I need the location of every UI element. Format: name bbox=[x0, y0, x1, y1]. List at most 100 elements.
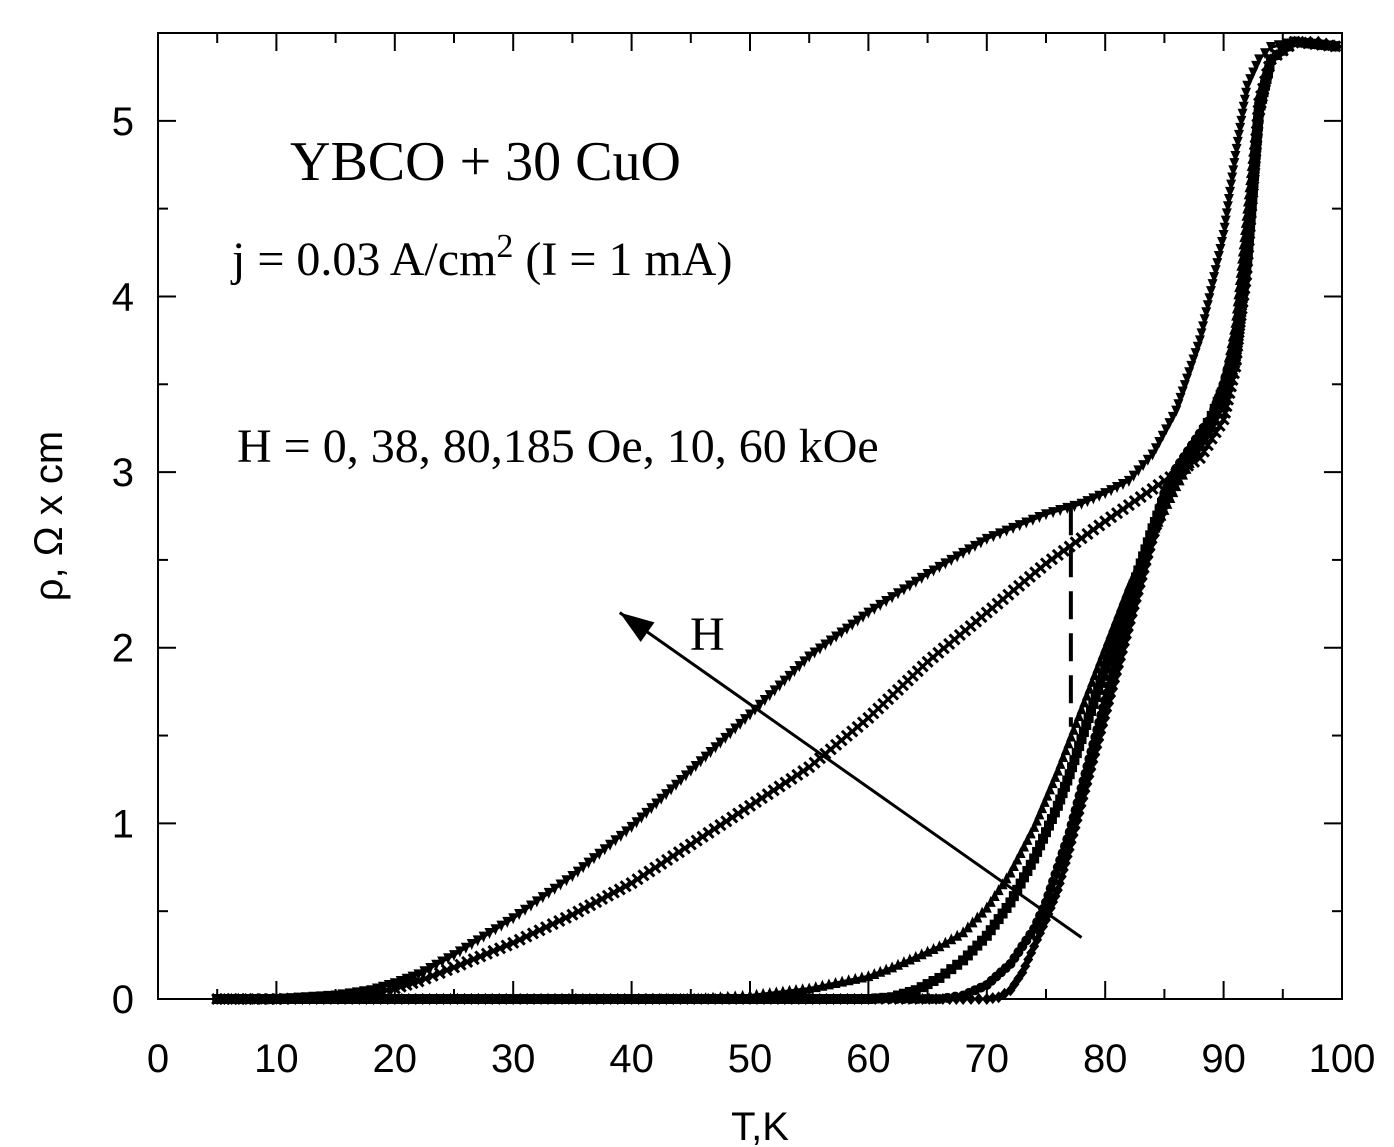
data-point bbox=[1128, 470, 1139, 482]
data-point bbox=[249, 994, 260, 1005]
data-point bbox=[1015, 846, 1026, 858]
data-point bbox=[835, 994, 846, 1004]
data-point bbox=[1102, 656, 1113, 667]
data-point bbox=[910, 576, 921, 588]
data-point bbox=[821, 994, 832, 1004]
data-point bbox=[666, 784, 677, 796]
data-point bbox=[997, 908, 1008, 919]
data-point bbox=[1089, 669, 1100, 681]
data-point bbox=[1032, 846, 1043, 857]
data-point bbox=[531, 896, 542, 908]
data-point bbox=[1092, 662, 1103, 674]
data-point bbox=[472, 935, 483, 947]
data-point bbox=[1108, 621, 1119, 633]
data-point bbox=[1041, 509, 1051, 521]
data-point bbox=[301, 992, 311, 1004]
data-point bbox=[1232, 136, 1243, 148]
data-point bbox=[993, 884, 1004, 896]
data-point bbox=[1230, 150, 1241, 162]
data-point bbox=[1113, 607, 1124, 619]
data-point bbox=[1068, 723, 1079, 735]
data-point bbox=[396, 993, 407, 1004]
data-point bbox=[1221, 208, 1232, 220]
data-point bbox=[1209, 426, 1222, 439]
data-point bbox=[842, 994, 853, 1004]
data-point bbox=[841, 623, 852, 635]
x-tick-label: 30 bbox=[491, 1037, 536, 1081]
data-point bbox=[1133, 465, 1144, 477]
data-point bbox=[383, 979, 394, 991]
data-point bbox=[1228, 165, 1239, 177]
data-point bbox=[1052, 764, 1063, 776]
data-point bbox=[764, 690, 775, 702]
data-point bbox=[501, 993, 512, 1004]
data-point bbox=[1191, 445, 1202, 457]
data-point bbox=[1014, 520, 1025, 532]
data-point bbox=[1162, 497, 1173, 509]
data-point bbox=[1117, 478, 1128, 490]
data-point bbox=[459, 993, 470, 1004]
data-point bbox=[372, 983, 383, 995]
data-point bbox=[814, 643, 825, 655]
data-point bbox=[964, 544, 975, 556]
x-tick-label: 90 bbox=[1201, 1037, 1246, 1081]
data-point bbox=[478, 931, 489, 943]
data-point bbox=[1058, 751, 1069, 763]
data-point bbox=[946, 964, 957, 975]
data-point bbox=[973, 993, 984, 1005]
data-point bbox=[1069, 755, 1080, 766]
data-point bbox=[549, 993, 560, 1004]
data-point bbox=[985, 895, 996, 907]
data-point bbox=[454, 958, 467, 971]
data-point bbox=[1031, 814, 1042, 826]
data-point bbox=[1202, 300, 1213, 312]
data-point bbox=[1194, 439, 1205, 451]
data-point bbox=[1100, 641, 1111, 653]
data-point bbox=[461, 955, 474, 968]
data-point bbox=[1196, 328, 1207, 340]
data-point bbox=[1076, 498, 1087, 510]
data-point bbox=[1082, 496, 1093, 508]
data-point bbox=[820, 639, 831, 651]
data-point bbox=[1022, 866, 1033, 877]
data-point bbox=[626, 993, 637, 1004]
data-point bbox=[1088, 493, 1099, 505]
data-point bbox=[1149, 516, 1160, 527]
data-point bbox=[927, 994, 938, 1004]
data-point bbox=[774, 680, 785, 692]
data-point bbox=[893, 588, 903, 600]
data-point bbox=[671, 779, 681, 791]
data-point bbox=[323, 990, 334, 1002]
data-point bbox=[940, 968, 951, 979]
data-point bbox=[487, 993, 498, 1004]
data-point bbox=[351, 987, 362, 999]
x-tick-label: 100 bbox=[1309, 1037, 1376, 1081]
data-point bbox=[784, 670, 795, 682]
data-point bbox=[1119, 607, 1130, 618]
data-point bbox=[572, 905, 585, 918]
data-point bbox=[1035, 840, 1046, 851]
data-point bbox=[1038, 833, 1049, 844]
data-point bbox=[1162, 485, 1173, 496]
data-point bbox=[424, 993, 435, 1004]
data-point bbox=[526, 927, 539, 940]
data-point bbox=[366, 985, 377, 997]
data-point bbox=[445, 993, 456, 1004]
data-point bbox=[419, 972, 432, 985]
data-point bbox=[1055, 505, 1066, 517]
data-point bbox=[1083, 712, 1094, 723]
data-point bbox=[1159, 503, 1170, 515]
data-point bbox=[590, 895, 603, 909]
data-point bbox=[735, 718, 746, 730]
data-point bbox=[852, 615, 863, 627]
data-point bbox=[1012, 884, 1023, 895]
data-point bbox=[1088, 698, 1099, 709]
data-point bbox=[1029, 820, 1040, 832]
data-point bbox=[1109, 635, 1120, 646]
data-point bbox=[700, 992, 711, 1004]
x-tick-label: 40 bbox=[609, 1037, 654, 1081]
data-point bbox=[417, 993, 428, 1004]
x-tick-label: 0 bbox=[147, 1037, 169, 1081]
data-point bbox=[1093, 684, 1104, 695]
